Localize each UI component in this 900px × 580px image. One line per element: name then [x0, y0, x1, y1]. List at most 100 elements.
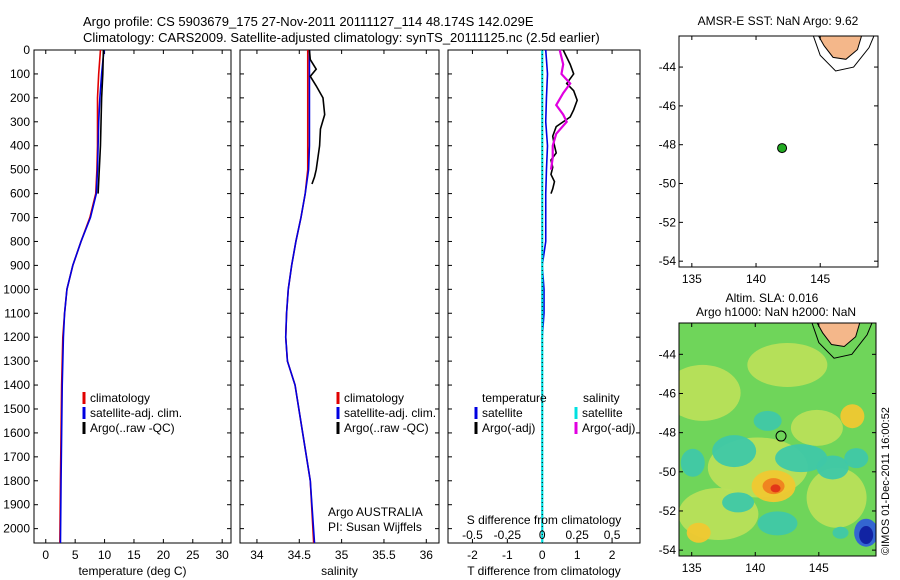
x-tick-label: 35: [335, 548, 349, 562]
map-lat-label: -54: [659, 254, 677, 268]
shelf-contour: [812, 36, 875, 72]
secondary-tick-label: -0.5: [462, 528, 483, 542]
depth-tick-label: 1400: [3, 378, 30, 392]
depth-tick-label: 1100: [4, 306, 30, 320]
legend-entry: satellite-adj. clim.: [90, 406, 182, 420]
sla-anomaly-blob: [686, 522, 711, 543]
x-tick-label: 0: [539, 548, 546, 562]
map-lat-label: -48: [659, 426, 677, 440]
secondary-tick-label: -0.25: [494, 528, 522, 542]
x-tick-label: -2: [467, 548, 478, 562]
sla-anomaly-blob: [770, 484, 781, 493]
depth-tick-label: 900: [10, 258, 30, 272]
legend-entry: Argo(-adj): [482, 421, 535, 435]
map-lat-label: -52: [659, 215, 677, 229]
argo-float-marker: [777, 143, 788, 154]
map-frame-sla: [678, 322, 877, 557]
sla-anomaly-blob: [790, 409, 843, 446]
sla-anomaly-blob: [832, 526, 849, 539]
depth-tick-label: 1700: [3, 450, 30, 464]
profile-title: Argo profile: CS 5903679_175 27-Nov-2011…: [83, 14, 534, 29]
depth-tick-label: 500: [10, 163, 30, 177]
map-body-sla: [679, 323, 876, 556]
map-lat-label: -46: [659, 99, 677, 113]
x-tick-label: 34.5: [288, 548, 312, 562]
x-tick-label: 20: [157, 548, 171, 562]
x-tick-label: 5: [72, 548, 79, 562]
map-lon-label: 145: [810, 272, 830, 286]
map-frame-sst: [678, 35, 879, 268]
shelf-contour: [811, 323, 873, 359]
sla-anomaly-blob: [859, 526, 874, 545]
map-lat-label: -54: [659, 543, 677, 557]
secondary-tick-label: 0.25: [565, 528, 589, 542]
depth-tick-label: 1800: [3, 474, 30, 488]
climatology-title: Climatology: CARS2009. Satellite-adjuste…: [83, 30, 600, 45]
map-lat-label: -50: [659, 177, 677, 191]
legend-entry: climatology: [90, 391, 150, 405]
imos-timestamp: ©IMOS 01-Dec-2011 16:00:52: [880, 407, 892, 555]
sla-anomaly-blob: [844, 448, 869, 469]
legend-entry: Argo(..raw -QC): [90, 421, 175, 435]
series-line-temperature-1: [59, 49, 105, 544]
map-lon-label: 135: [682, 561, 702, 575]
series-line-salinity-1: [284, 50, 316, 544]
depth-tick-label: 1300: [3, 354, 30, 368]
secondary-tick-label: 0.5: [604, 528, 621, 542]
x-tick-label: 2: [609, 548, 616, 562]
sla-anomaly-blob: [757, 511, 798, 536]
secondary-tick-label: 0: [539, 528, 546, 542]
sla-anomaly-blob: [816, 455, 849, 480]
panel-frame-salinity: [239, 49, 440, 544]
series-line-difference-3: [549, 49, 572, 170]
depth-tick-label: 0: [23, 43, 30, 57]
map-lat-label: -52: [659, 504, 677, 518]
x-tick-label: 15: [127, 548, 141, 562]
x-tick-label: 1: [574, 548, 581, 562]
panel-frame-difference: [447, 49, 641, 544]
map-lat-label: -44: [659, 60, 677, 74]
x-tick-label: 30: [215, 548, 229, 562]
map-lon-label: 140: [746, 272, 766, 286]
x-tick-label: 10: [98, 548, 112, 562]
x-tick-label: 25: [186, 548, 200, 562]
sla-map-title: Altim. SLA: 0.016: [726, 291, 819, 305]
depth-tick-label: 600: [10, 187, 30, 201]
series-line-difference-1: [550, 49, 579, 194]
x-tick-label: 36: [420, 548, 434, 562]
legend-title: temperature: [482, 391, 547, 405]
map-lon-label: 145: [809, 561, 829, 575]
legend-entry: climatology: [344, 391, 404, 405]
depth-tick-label: 1600: [3, 426, 30, 440]
x-axis-label: T difference from climatology: [467, 564, 621, 578]
sla-anomaly-blob: [712, 435, 757, 468]
depth-tick-label: 1000: [3, 282, 30, 296]
map-lat-label: -48: [659, 138, 677, 152]
map-lat-label: -46: [659, 386, 677, 400]
sla-anomaly-blob: [679, 364, 741, 421]
argo-float-marker: [775, 430, 787, 442]
sla-map-subtitle: Argo h1000: NaN h2000: NaN: [696, 305, 856, 319]
legend-title: salinity: [583, 391, 620, 405]
depth-tick-label: 1900: [3, 498, 30, 512]
legend-entry: satellite: [482, 406, 523, 420]
depth-tick-label: 400: [10, 139, 30, 153]
depth-tick-label: 800: [10, 234, 30, 248]
x-axis-label: salinity: [321, 564, 358, 578]
annotation-line: Argo AUSTRALIA: [328, 505, 423, 519]
sla-anomaly-blob: [753, 410, 782, 431]
depth-tick-label: 1500: [3, 402, 30, 416]
annotation-line: PI: Susan Wijffels: [328, 520, 422, 534]
depth-tick-label: 1200: [3, 330, 30, 344]
depth-tick-label: 2000: [3, 522, 30, 536]
series-line-salinity-2: [308, 49, 326, 185]
map-lon-label: 140: [745, 561, 765, 575]
depth-tick-label: 200: [10, 91, 30, 105]
legend-entry: Argo(..raw -QC): [344, 421, 429, 435]
legend-entry: Argo(-adj): [582, 421, 635, 435]
x-tick-label: 34: [250, 548, 264, 562]
x-tick-label: -1: [502, 548, 513, 562]
sla-anomaly-blob: [806, 467, 867, 528]
series-line-temperature-2: [97, 49, 105, 194]
sla-anomaly-blob: [680, 448, 705, 477]
